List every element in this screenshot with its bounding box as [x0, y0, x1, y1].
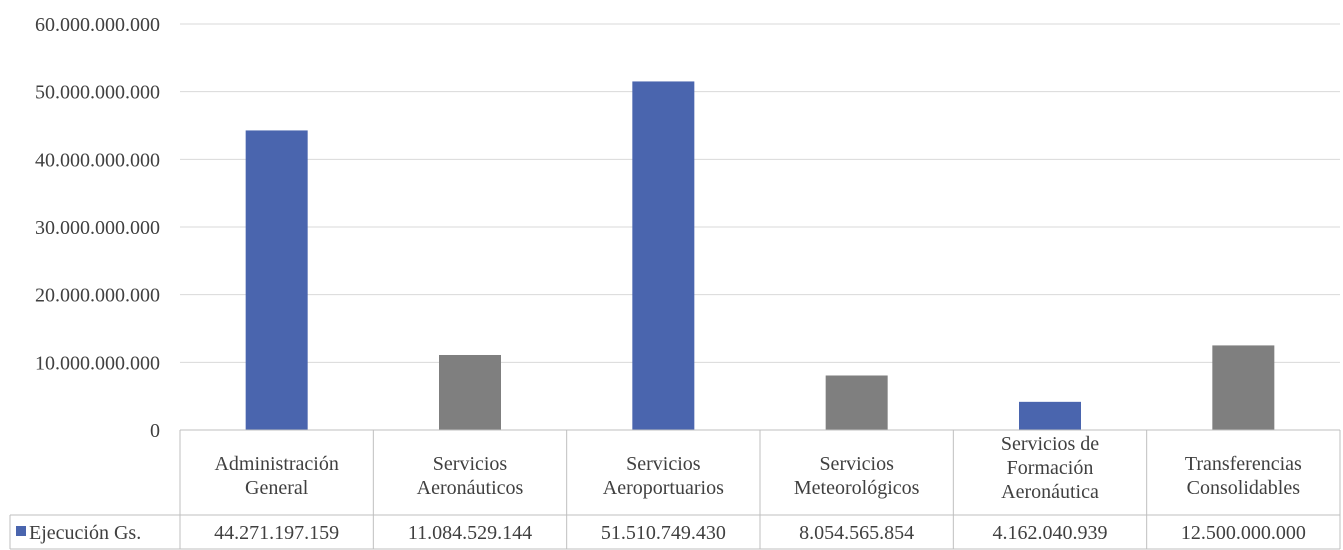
gridlines [180, 23, 1340, 363]
bar [245, 130, 308, 430]
legend-swatch [16, 526, 26, 536]
data-table-value: 44.271.197.159 [214, 522, 339, 544]
bar [632, 81, 695, 430]
y-tick-label: 30.000.000.000 [35, 217, 160, 239]
bar [1019, 401, 1081, 430]
data-table-value: 51.510.749.430 [601, 522, 726, 544]
bar [825, 375, 888, 430]
data-table: Administración General Servicios Aeronáutic… [9, 429, 1341, 550]
category-label: Servicios Aeroportuarios [603, 453, 724, 499]
bar [439, 354, 501, 430]
y-tick-label: 50.000.000.000 [35, 82, 160, 104]
category-label: Administración General [214, 453, 338, 499]
category-label: Servicios de Formación Aeronáutica [1001, 433, 1099, 503]
y-tick-label: 60.000.000.000 [35, 14, 160, 36]
y-axis-tick-labels: 0 10.000.000.000 20.000.000.000 30.000.000.… [35, 14, 160, 442]
y-tick-label: 10.000.000.000 [35, 352, 160, 374]
data-table-value: 8.054.565.854 [799, 522, 914, 544]
data-table-value: 4.162.040.939 [993, 522, 1108, 544]
y-tick-label: 0 [150, 420, 160, 442]
bar [1212, 345, 1275, 430]
bars [245, 81, 1275, 430]
data-table-value: 12.500.000.000 [1181, 522, 1306, 544]
legend-label: Ejecución Gs. [29, 522, 141, 544]
category-label: Servicios Aeronáuticos [417, 453, 524, 499]
data-table-value: 11.084.529.144 [408, 522, 532, 544]
category-label: Transferencias Consolidables [1185, 453, 1302, 499]
y-tick-label: 40.000.000.000 [35, 149, 160, 171]
y-tick-label: 20.000.000.000 [35, 285, 160, 307]
category-label: Servicios Meteorológicos [794, 453, 920, 499]
